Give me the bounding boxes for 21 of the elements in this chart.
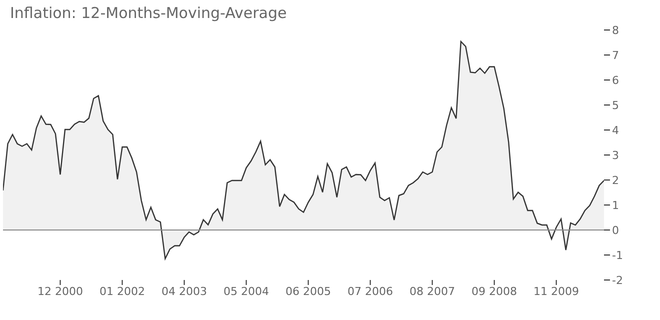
x-tick-label: 01 2002 (99, 284, 145, 298)
y-tick-label: 4 (612, 124, 619, 137)
x-tick-label: 08 2007 (410, 284, 456, 298)
y-tick-label: 6 (612, 74, 619, 87)
y-tick-label: -1 (612, 248, 623, 262)
x-tick-label: 05 2004 (224, 284, 270, 298)
y-tick-label: 7 (612, 48, 619, 62)
x-tick-label: 11 2009 (534, 284, 580, 298)
x-tick-label: 09 2008 (472, 284, 518, 298)
x-tick-label: 07 2006 (348, 284, 394, 298)
chart-title: Inflation: 12-Months-Moving-Average (10, 4, 287, 22)
x-tick-label: 12 2000 (37, 284, 83, 298)
y-tick-label: 8 (612, 24, 619, 37)
y-tick-label: 0 (612, 224, 619, 237)
y-tick-label: -2 (612, 274, 623, 287)
x-tick-label: 06 2005 (286, 284, 332, 298)
x-tick-label: 04 2003 (162, 284, 208, 298)
y-tick-label: 5 (612, 98, 619, 112)
y-tick-label: 2 (612, 174, 619, 187)
y-tick-label: 1 (612, 198, 619, 212)
y-tick-label: 3 (612, 148, 619, 162)
